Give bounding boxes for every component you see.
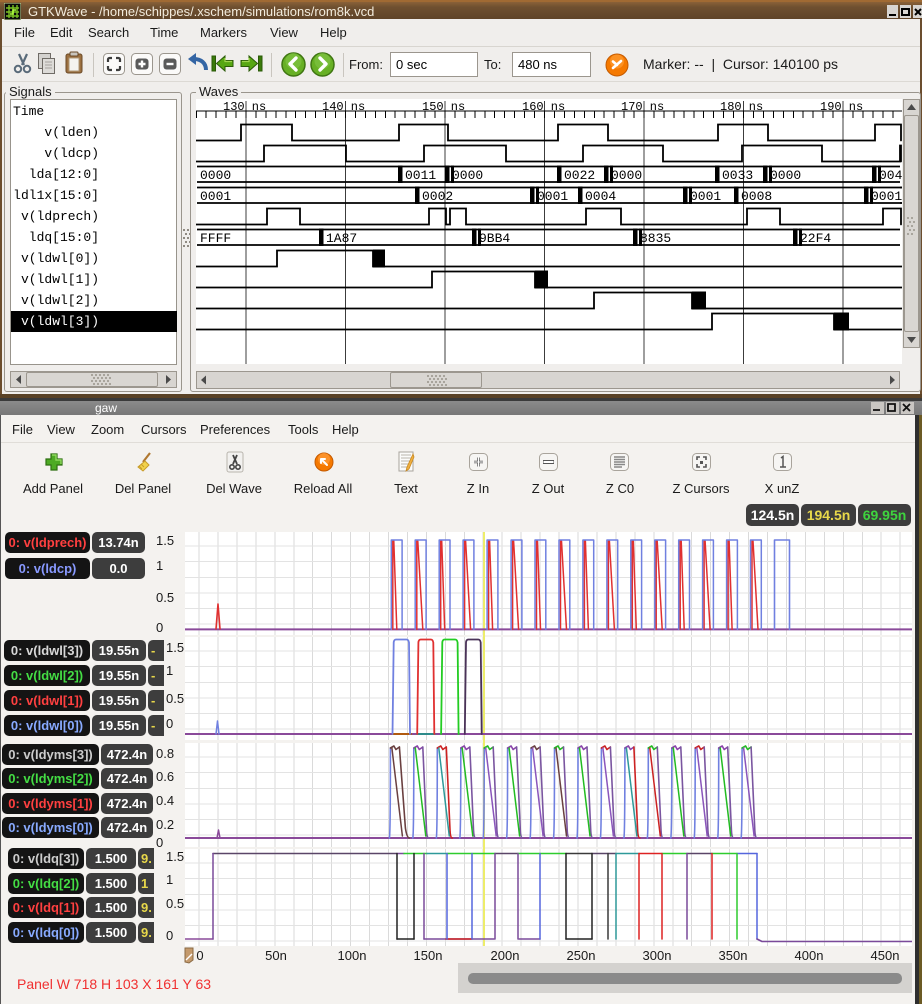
svg-text:0000: 0000 xyxy=(770,168,801,183)
svg-text:0001: 0001 xyxy=(537,189,568,204)
svg-text:004: 004 xyxy=(879,168,902,183)
svg-text:0001: 0001 xyxy=(200,189,231,204)
svg-text:0000: 0000 xyxy=(611,168,642,183)
svg-text:0001: 0001 xyxy=(871,189,902,204)
svg-text:22F4: 22F4 xyxy=(800,231,831,246)
svg-text:0000: 0000 xyxy=(200,168,231,183)
svg-text:0008: 0008 xyxy=(741,189,772,204)
svg-text:0022: 0022 xyxy=(564,168,595,183)
svg-text:0001: 0001 xyxy=(690,189,721,204)
svg-text:0033: 0033 xyxy=(722,168,753,183)
svg-text:9BB4: 9BB4 xyxy=(479,231,510,246)
svg-text:0004: 0004 xyxy=(585,189,616,204)
svg-text:1A87: 1A87 xyxy=(326,231,357,246)
svg-text:8835: 8835 xyxy=(640,231,671,246)
svg-text:0011: 0011 xyxy=(405,168,436,183)
svg-text:0000: 0000 xyxy=(452,168,483,183)
svg-text:0002: 0002 xyxy=(422,189,453,204)
svg-text:FFFF: FFFF xyxy=(200,231,231,246)
